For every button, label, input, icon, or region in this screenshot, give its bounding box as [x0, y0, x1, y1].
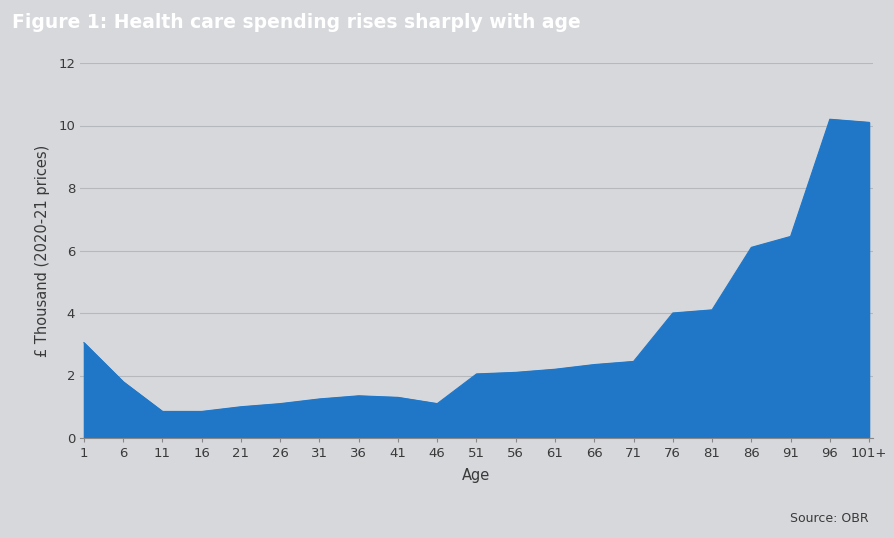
Y-axis label: £ Thousand (2020-21 prices): £ Thousand (2020-21 prices): [35, 144, 50, 357]
Text: Figure 1: Health care spending rises sharply with age: Figure 1: Health care spending rises sha…: [12, 13, 579, 32]
X-axis label: Age: Age: [462, 469, 490, 483]
Text: Source: OBR: Source: OBR: [789, 512, 867, 525]
